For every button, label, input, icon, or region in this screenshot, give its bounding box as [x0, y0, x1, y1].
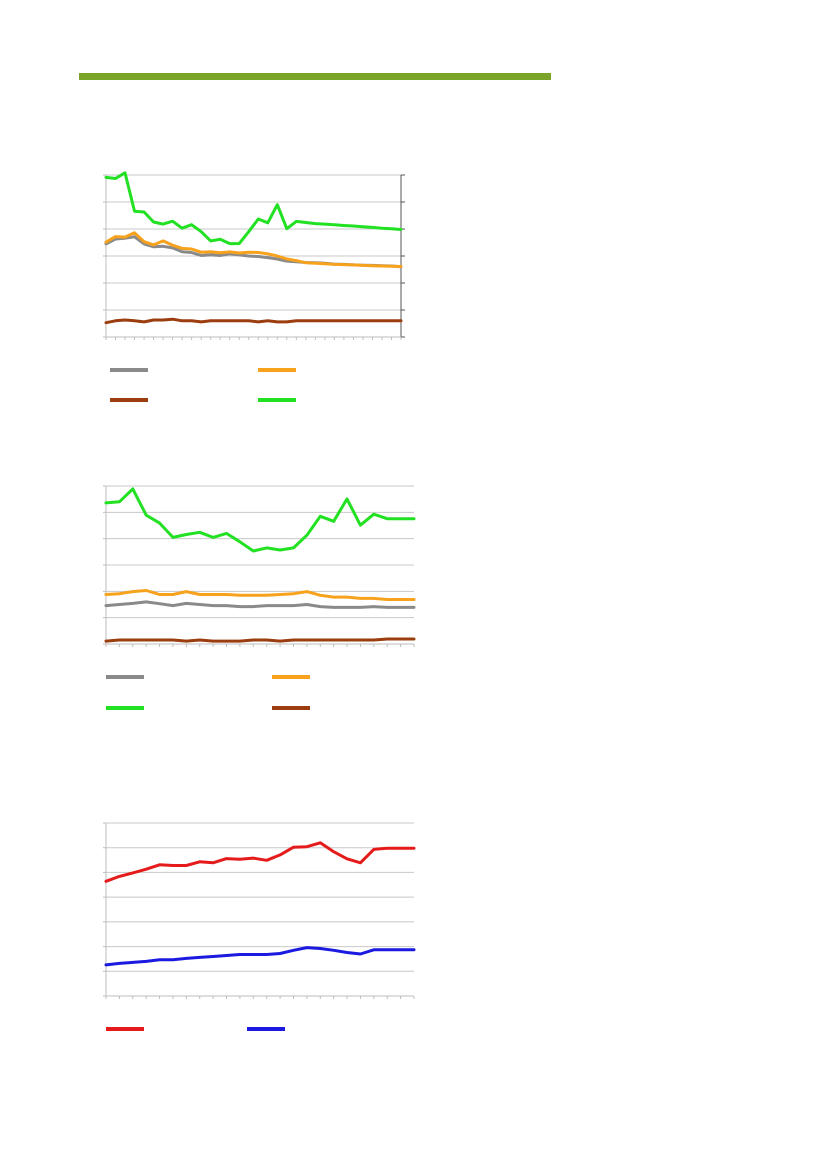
chart-2-series-1-line [104, 600, 416, 609]
chart-2-plot [103, 485, 416, 647]
chart-1-plot [103, 171, 405, 340]
chart-1-series-4-line [104, 171, 403, 246]
chart-2-series-2-line [104, 589, 416, 601]
chart-3-series-1-line [104, 841, 416, 883]
chart-1-legend-swatch-2 [258, 368, 296, 372]
chart-2-legend-swatch-4 [272, 706, 310, 710]
chart-1-series-2-line [104, 231, 403, 268]
chart-1-series-3-line [104, 317, 403, 325]
chart-1-series-1-line [104, 235, 403, 269]
chart-3-plot [103, 822, 416, 999]
chart-2-legend-swatch-1 [106, 675, 144, 679]
chart-3-legend-swatch-2 [247, 1027, 285, 1031]
section-divider [79, 73, 551, 80]
chart-3-legend-swatch-1 [106, 1027, 144, 1031]
chart-1-legend-swatch-3 [110, 398, 148, 402]
chart-1-legend-swatch-1 [110, 368, 148, 372]
chart-2-series-3-line [104, 487, 416, 553]
chart-1-legend-swatch-4 [258, 398, 296, 402]
chart-2-legend-swatch-2 [272, 675, 310, 679]
chart-3-series-2-line [104, 946, 416, 967]
chart-2-legend-swatch-3 [106, 706, 144, 710]
chart-2-series-4-line [104, 637, 416, 643]
